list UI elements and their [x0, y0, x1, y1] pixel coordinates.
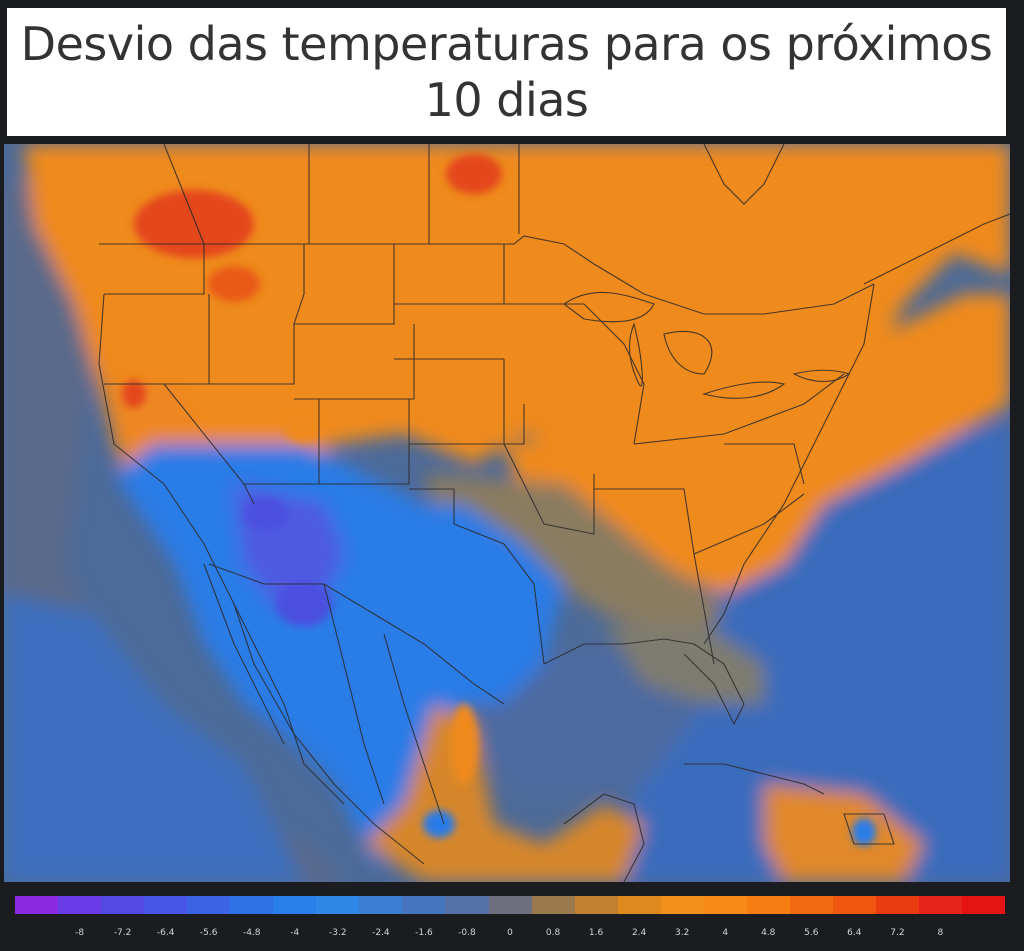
border-kansas-oklahoma	[409, 404, 525, 445]
coast-baja	[203, 563, 285, 745]
legend-tick-label: 5.6	[804, 928, 819, 938]
lake-superior	[563, 291, 655, 323]
border-texas	[409, 488, 545, 665]
legend-color-cell	[488, 896, 532, 914]
border-us-mexico	[208, 563, 505, 705]
map-canvas	[4, 144, 1010, 882]
legend-tick-label: 2.4	[631, 928, 647, 938]
temperature-anomaly-map	[4, 144, 1010, 882]
hot-spot-california	[122, 380, 146, 408]
lake-michigan	[628, 322, 643, 387]
border-missouri-arkansas	[503, 359, 595, 535]
border-wyoming	[294, 324, 415, 400]
legend-tick-label: 7.2	[890, 928, 905, 938]
legend-tick-label: -3.2	[329, 928, 347, 938]
legend-color-cell	[918, 896, 963, 914]
border-us-canada	[99, 235, 875, 315]
border-montana-wyoming	[294, 244, 395, 325]
warm-anomaly-caribbean	[764, 784, 924, 882]
cold-spot-mexico-north	[276, 582, 332, 626]
legend-tick-label: 0.8	[545, 928, 561, 938]
border-new-mexico	[319, 399, 410, 485]
lake-erie	[702, 381, 786, 399]
legend-tick-label: -5.6	[199, 928, 218, 938]
legend-tick-label: 0	[507, 928, 513, 938]
lake-huron	[663, 330, 713, 375]
legend-color-cell	[58, 896, 102, 914]
legend-tick-label: 8	[937, 928, 944, 938]
legend-color-cell	[445, 896, 489, 914]
map-title-line-2: 10 dias	[424, 73, 589, 127]
coast-hudson-bay	[703, 144, 785, 205]
border-tennessee-georgia	[594, 488, 715, 665]
pacific-cold-zone	[4, 594, 304, 882]
border-ohio-pa	[633, 373, 845, 445]
neutral-transition-central	[424, 474, 724, 644]
legend-color-cell	[617, 896, 661, 914]
coast-gulf	[543, 638, 695, 665]
hot-spot-idaho	[208, 266, 260, 302]
legend-color-cell	[15, 896, 59, 914]
legend-color-cell	[531, 896, 575, 914]
political-borders	[98, 144, 1010, 882]
title-box: Desvio das temperaturas para os próximos…	[7, 8, 1006, 136]
legend-tick-label: -6.4	[156, 928, 175, 938]
legend-color-cell	[962, 896, 1006, 914]
border-mexico-east	[383, 633, 445, 825]
border-bc-alberta	[163, 144, 205, 245]
map-title-line-1: Desvio das temperaturas para os próximos	[20, 17, 993, 71]
legend-tick-label: 4.8	[761, 928, 776, 938]
legend-tick-label: -2.4	[372, 928, 390, 938]
neutral-southeast	[604, 624, 764, 704]
warm-spot-yucatan	[450, 704, 478, 784]
border-washington	[104, 244, 205, 295]
legend-tick-label: 1.6	[588, 928, 604, 938]
legend-color-cell	[574, 896, 618, 914]
legend-color-cell	[230, 896, 274, 914]
legend-tick-label: -8	[75, 928, 85, 938]
warm-anomaly-central-america	[364, 704, 644, 882]
hot-spot-british-columbia	[134, 190, 254, 258]
color-scale-labels: -8 -7.2 -6.4 -5.6 -4.8 -4 -3.2 -2.4 -1.6 -0.8 0 0.8…	[15, 928, 1005, 944]
legend-tick-label: -0.8	[458, 928, 476, 938]
legend-tick-label: -1.6	[415, 928, 433, 938]
legend-color-cell	[660, 896, 704, 914]
legend-color-cell	[402, 896, 446, 914]
border-carolinas	[693, 493, 805, 555]
warm-spot-colorado	[284, 415, 324, 443]
coast-hispaniola	[843, 813, 895, 845]
legend-tick-label: -4.8	[242, 928, 261, 938]
cold-spot-hispaniola	[852, 818, 876, 846]
cold-spot-nevada	[244, 498, 288, 530]
coast-cuba	[684, 763, 825, 795]
coast-maritimes	[863, 213, 1010, 285]
legend-color-cell	[359, 896, 403, 914]
legend-color-cell	[187, 896, 231, 914]
legend-color-cell	[875, 896, 919, 914]
legend-tick-label: -7.2	[113, 928, 132, 938]
legend-color-cell	[273, 896, 317, 914]
legend-color-cell	[316, 896, 360, 914]
coast-pacific	[98, 293, 425, 865]
border-mexico-central	[323, 583, 385, 805]
cold-anomaly-west	[114, 444, 564, 864]
legend-tick-label: 6.4	[847, 928, 862, 938]
border-minnesota-iowa	[504, 303, 645, 445]
color-scale-bar	[15, 896, 1006, 914]
hot-spot-northern-canada	[446, 154, 502, 194]
legend-tick-label: 4	[722, 928, 729, 938]
coast-atlantic	[703, 283, 875, 645]
cold-spot-central-america	[423, 810, 455, 838]
legend-color-cell	[789, 896, 833, 914]
legend-color-cell	[703, 896, 747, 914]
legend-color-cell	[832, 896, 876, 914]
legend-color-cell	[101, 896, 145, 914]
legend-color-cell	[144, 896, 188, 914]
coast-florida	[683, 643, 745, 726]
coast-yucatan	[563, 793, 645, 882]
legend-color-cell	[746, 896, 790, 914]
legend-tick-label: 3.2	[675, 928, 690, 938]
legend-tick-label: -4	[290, 928, 300, 938]
